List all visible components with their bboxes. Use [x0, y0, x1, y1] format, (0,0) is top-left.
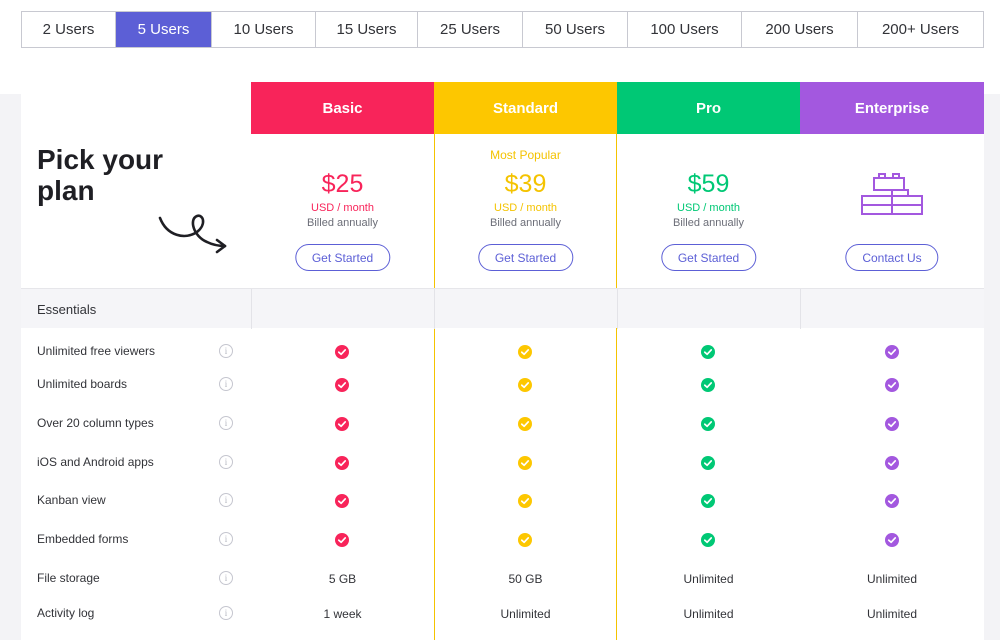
basic-get-started-button[interactable]: Get Started [294, 244, 391, 271]
plan-enterprise: Enterprise Contact Us [800, 82, 984, 640]
info-icon[interactable]: i [219, 416, 233, 430]
curly-arrow-icon [158, 214, 227, 254]
section-divider [800, 289, 801, 329]
check-icon [518, 494, 532, 508]
tab-2-users[interactable]: 2 Users [22, 12, 116, 47]
tab-50-users[interactable]: 50 Users [523, 12, 628, 47]
section-divider [251, 289, 252, 329]
info-icon[interactable]: i [219, 532, 233, 546]
plan-pro-price: $59 [687, 170, 730, 198]
feature-label: Kanban view [37, 493, 106, 507]
page-title-line-1: Pick your [37, 144, 164, 175]
plan-standard: Standard Most Popular $39 USD / month Bi… [434, 82, 617, 640]
plan-pro: Pro $59 USD / month Billed annually Get … [617, 82, 800, 640]
file-storage-enterprise: Unlimited [866, 572, 917, 586]
feature-label: Embedded forms [37, 532, 129, 546]
activity-log-standard: Unlimited [500, 607, 551, 621]
feature-label: Activity log [37, 606, 95, 620]
page-title-line-2: plan [37, 175, 95, 206]
feature-label: File storage [37, 571, 100, 585]
check-icon [701, 494, 715, 508]
standard-get-started-button[interactable]: Get Started [477, 244, 574, 271]
check-icon [701, 533, 715, 547]
plan-pro-summary: $59 USD / month Billed annually Get Star… [617, 134, 800, 288]
section-essentials: Essentials [21, 288, 984, 329]
check-icon [885, 456, 899, 470]
activity-log-pro: Unlimited [683, 607, 734, 621]
check-icon [701, 417, 715, 431]
info-icon[interactable]: i [219, 344, 233, 358]
check-icon [518, 345, 532, 359]
feature-label: Unlimited boards [37, 377, 128, 391]
feature-label: iOS and Android apps [37, 455, 154, 469]
info-icon[interactable]: i [219, 606, 233, 620]
check-icon [518, 417, 532, 431]
activity-log-enterprise: Unlimited [866, 607, 917, 621]
lego-blocks-icon [861, 173, 923, 215]
user-count-selector: 2 Users 5 Users 10 Users 15 Users 25 Use… [21, 11, 984, 48]
check-icon [335, 417, 349, 431]
plan-basic-period: USD / month [311, 202, 374, 214]
section-label: Essentials [37, 302, 97, 317]
check-icon [885, 378, 899, 392]
plan-standard-summary: Most Popular $39 USD / month Billed annu… [434, 134, 617, 288]
info-icon[interactable]: i [219, 377, 233, 391]
check-icon [335, 456, 349, 470]
plan-basic: Basic $25 USD / month Billed annually Ge… [251, 82, 434, 640]
tab-200-plus-users[interactable]: 200+ Users [881, 21, 960, 38]
feature-label: Over 20 column types [37, 416, 154, 430]
check-icon [335, 345, 349, 359]
plan-pro-period: USD / month [677, 202, 740, 214]
check-icon [518, 456, 532, 470]
tab-100-users[interactable]: 100 Users [628, 12, 742, 47]
check-icon [335, 494, 349, 508]
tab-15-users[interactable]: 15 Users [316, 12, 418, 47]
check-icon [335, 533, 349, 547]
tab-200-users[interactable]: 200 Users [742, 12, 858, 47]
check-icon [885, 494, 899, 508]
check-icon [885, 417, 899, 431]
page-title: Pick your plan [37, 144, 237, 206]
heading-column: Pick your plan [21, 82, 251, 640]
plan-basic-billing: Billed annually [307, 217, 378, 229]
feature-label: Unlimited free viewers [37, 344, 156, 358]
plan-standard-period: USD / month [494, 202, 557, 214]
check-icon [518, 533, 532, 547]
plan-basic-price: $25 [321, 170, 364, 198]
check-icon [885, 533, 899, 547]
info-icon[interactable]: i [219, 455, 233, 469]
most-popular-badge: Most Popular [490, 148, 561, 162]
plan-basic-summary: $25 USD / month Billed annually Get Star… [251, 134, 434, 288]
pricing-table: Pick your plan Basic $25 USD / month Bil… [21, 82, 984, 640]
tab-5-users[interactable]: 5 Users [116, 12, 212, 47]
plan-basic-header: Basic [251, 82, 434, 134]
plan-pro-billing: Billed annually [673, 217, 744, 229]
info-icon[interactable]: i [219, 571, 233, 585]
check-icon [885, 345, 899, 359]
plan-standard-billing: Billed annually [490, 217, 561, 229]
tab-10-users[interactable]: 10 Users [212, 12, 316, 47]
info-icon[interactable]: i [219, 493, 233, 507]
check-icon [701, 456, 715, 470]
plan-pro-header: Pro [617, 82, 800, 134]
plan-enterprise-summary: Contact Us [800, 134, 984, 288]
file-storage-standard: 50 GB [508, 572, 543, 586]
plan-enterprise-header: Enterprise [800, 82, 984, 134]
section-divider [434, 289, 435, 329]
check-icon [701, 378, 715, 392]
plan-standard-header: Standard [434, 82, 617, 134]
check-icon [335, 378, 349, 392]
pro-get-started-button[interactable]: Get Started [660, 244, 757, 271]
check-icon [701, 345, 715, 359]
file-storage-basic: 5 GB [328, 572, 357, 586]
file-storage-pro: Unlimited [683, 572, 734, 586]
contact-us-button[interactable]: Contact Us [845, 244, 939, 271]
check-icon [518, 378, 532, 392]
plan-standard-price: $39 [504, 170, 547, 198]
activity-log-basic: 1 week [323, 607, 362, 621]
section-divider [617, 289, 618, 329]
tab-25-users[interactable]: 25 Users [418, 12, 523, 47]
